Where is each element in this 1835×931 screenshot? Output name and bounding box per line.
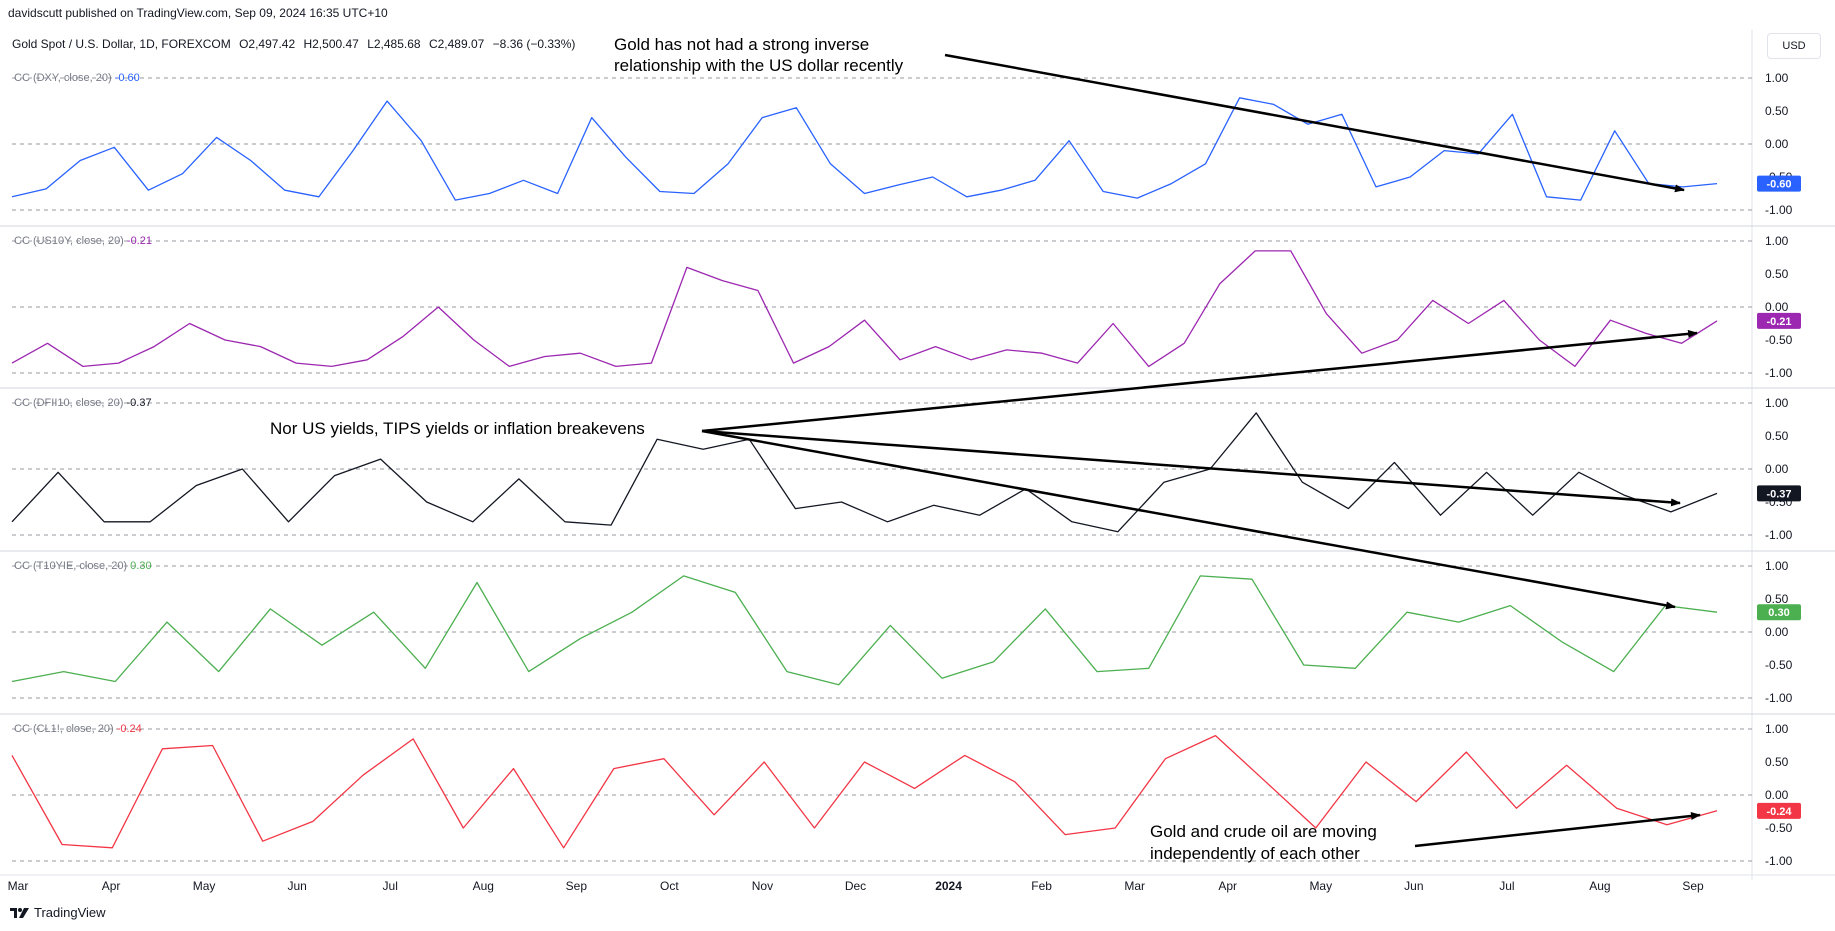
x-tick-label: Jun: [287, 879, 306, 893]
annotation-dxy-line2: relationship with the US dollar recently: [614, 56, 904, 75]
pane-label-value: -0.21: [127, 235, 152, 247]
annotation-yields: Nor US yields, TIPS yields or inflation …: [270, 419, 645, 438]
y-tick-label: 1.00: [1765, 234, 1789, 248]
publisher-credit: davidscutt published on TradingView.com,…: [8, 6, 388, 20]
pane-5: 1.00 0.50 0.00 -0.50 -1.00 CC (CL1!, close, 2…: [0, 713, 1835, 868]
series-line-3[interactable]: [11, 412, 1718, 533]
y-tick-label: 0.00: [1765, 625, 1789, 639]
last-value-badge: [1757, 175, 1801, 192]
last-value-badge: [1757, 802, 1801, 819]
x-tick-label: Feb: [1031, 879, 1052, 893]
x-tick-label: Apr: [1218, 879, 1237, 893]
y-tick-label: -1.00: [1765, 854, 1793, 868]
y-tick-label: 0.50: [1765, 755, 1789, 769]
arrow-cl1: [1414, 811, 1701, 848]
last-value-badge: [1757, 604, 1801, 621]
x-tick-label: Sep: [566, 879, 588, 893]
x-tick-label: Jun: [1404, 879, 1423, 893]
last-value-badge-text: -0.60: [1766, 179, 1791, 191]
y-tick-label: -0.50: [1765, 333, 1793, 347]
last-value-badge-text: -0.21: [1766, 316, 1791, 328]
symbol-name[interactable]: Gold Spot / U.S. Dollar, 1D, FOREXCOM: [12, 37, 231, 51]
ohlc-low: L2,485.68: [367, 37, 421, 51]
pane-label-value: -0.60: [115, 72, 140, 84]
series-line-4[interactable]: [11, 575, 1718, 686]
ohlc-close: C2,489.07: [428, 37, 485, 51]
x-tick-label: Aug: [1589, 879, 1610, 893]
annotation-dxy-line1: Gold has not had a strong inverse: [614, 35, 869, 54]
pane-2: 1.00 0.50 0.00 -0.50 -1.00 CC (US10Y, close, …: [0, 225, 1835, 380]
y-tick-label: 0.50: [1765, 104, 1789, 118]
y-tick-label: 0.50: [1765, 267, 1789, 281]
y-tick-label: -0.50: [1765, 821, 1793, 835]
x-tick-label: Oct: [660, 879, 679, 893]
last-value-badge-text: 0.30: [1768, 607, 1789, 619]
y-tick-label: -1.00: [1765, 691, 1793, 705]
annotation-oil-line1: Gold and crude oil are moving: [1150, 822, 1377, 841]
pane-label-value: 0.30: [130, 560, 151, 572]
pane-label-cc-t10yie-close-20[interactable]: CC (T10YIE, close, 20) 0.30: [14, 560, 152, 572]
x-tick-label: 2024: [935, 879, 962, 893]
pane-label-value: -0.24: [117, 723, 142, 735]
series-line-2[interactable]: [11, 250, 1718, 368]
x-tick-label: Sep: [1682, 879, 1704, 893]
y-tick-label: 0.50: [1765, 592, 1789, 606]
x-tick-label: Mar: [8, 879, 29, 893]
y-tick-label: -0.50: [1765, 658, 1793, 672]
y-tick-label: -1.00: [1765, 528, 1793, 542]
pane-label-cc-dxy-close-20[interactable]: CC (DXY, close, 20) -0.60: [14, 72, 140, 84]
arrow-dxy: [944, 53, 1685, 193]
last-value-badge-text: -0.37: [1766, 488, 1791, 500]
arrow-us10y: [701, 329, 1698, 433]
x-tick-label: May: [1309, 879, 1332, 893]
y-tick-label: 1.00: [1765, 396, 1789, 410]
x-tick-label: Jul: [1499, 879, 1514, 893]
symbol-header: Gold Spot / U.S. Dollar, 1D, FOREXCOM O2…: [12, 37, 580, 51]
tradingview-logo[interactable]: TradingView: [10, 905, 106, 920]
pane-4: 1.00 0.50 0.00 -0.50 -1.00 CC (T10YIE, close,…: [0, 550, 1835, 705]
y-tick-label: -1.00: [1765, 366, 1793, 380]
series-line-5[interactable]: [11, 734, 1718, 849]
y-tick-label: 1.00: [1765, 71, 1789, 85]
y-tick-label: -1.00: [1765, 203, 1793, 217]
pane-label-value: -0.37: [126, 397, 151, 409]
tradingview-brand: TradingView: [34, 905, 106, 920]
tradingview-logo-icon: [10, 907, 29, 918]
x-tick-label: Jul: [383, 879, 398, 893]
series-line-1[interactable]: [11, 97, 1718, 201]
arrow-dfii10: [701, 429, 1681, 507]
y-tick-label: 1.00: [1765, 559, 1789, 573]
x-tick-label: Apr: [102, 879, 121, 893]
y-tick-label: 0.00: [1765, 462, 1789, 476]
arrow-t10yie: [701, 429, 1676, 610]
pane-label-cc-us10y-close-20[interactable]: CC (US10Y, close, 20) -0.21: [14, 235, 152, 247]
annotation-oil-line2: independently of each other: [1150, 844, 1360, 863]
y-tick-label: 0.00: [1765, 788, 1789, 802]
pane-label-cc-cl1-close-20[interactable]: CC (CL1!, close, 20) -0.24: [14, 723, 142, 735]
currency-button[interactable]: USD: [1767, 33, 1821, 59]
last-value-badge: [1757, 485, 1801, 502]
ohlc-open: O2,497.42: [239, 37, 296, 51]
x-tick-label: Dec: [845, 879, 866, 893]
last-value-badge-text: -0.24: [1766, 806, 1792, 818]
x-tick-label: Mar: [1124, 879, 1145, 893]
y-tick-label: 1.00: [1765, 722, 1789, 736]
last-value-badge: [1757, 312, 1801, 329]
y-tick-label: 0.50: [1765, 429, 1789, 443]
x-tick-label: May: [193, 879, 216, 893]
y-tick-label: 0.00: [1765, 300, 1789, 314]
x-tick-label: Nov: [752, 879, 773, 893]
y-tick-label: 0.00: [1765, 137, 1789, 151]
ohlc-change: −8.36 (−0.33%): [492, 37, 576, 51]
x-tick-label: Aug: [473, 879, 494, 893]
ohlc-high: H2,500.47: [303, 37, 359, 51]
pane-label-cc-dfii10-close-20[interactable]: CC (DFII10, close, 20) -0.37: [14, 397, 152, 409]
